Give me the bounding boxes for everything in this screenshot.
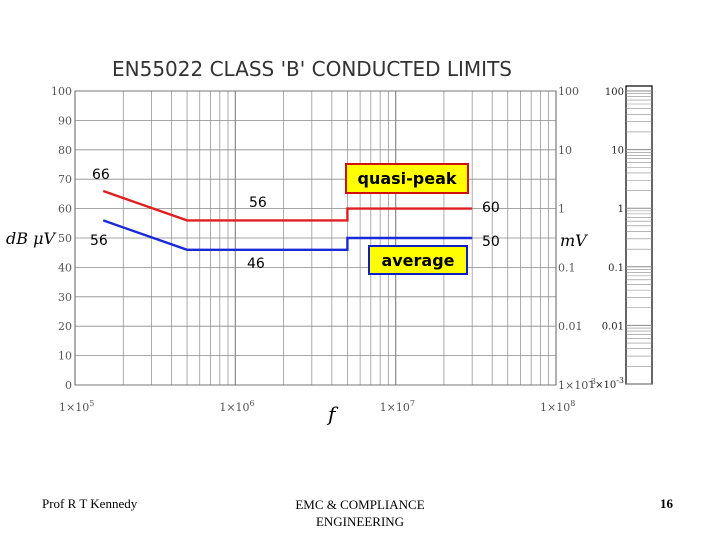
chart-title: EN55022 CLASS 'B' CONDUCTED LIMITS <box>112 57 512 81</box>
side-panel-tick-5: 1×10-3 <box>589 376 624 391</box>
plot-frame <box>74 90 557 386</box>
right-tick-label-5: 1×10-3 <box>558 377 596 392</box>
y-tick-label-70: 70 <box>58 173 72 186</box>
footer-course: EMC & COMPLIANCE ENGINEERING <box>270 496 450 530</box>
axis-text-group: 0 10 20 30 40 50 60 70 80 90 100 100 10 1 0.1 0.01 1×10-… <box>51 85 624 414</box>
y-tick-label-0: 0 <box>65 379 72 392</box>
y-tick-label-10: 10 <box>58 350 72 363</box>
y-tick-label-90: 90 <box>58 114 72 127</box>
footer-course-line2: ENGINEERING <box>315 514 405 529</box>
x-tick-label-2: 1×107 <box>380 399 415 414</box>
footer-course-line1: EMC & COMPLIANCE <box>295 497 425 512</box>
annotation-60: 60 <box>482 200 500 216</box>
quasi-peak-box: quasi-peak <box>345 163 469 194</box>
y-tick-label-30: 30 <box>58 291 72 304</box>
series-line-average <box>102 219 473 252</box>
average-box-bg <box>368 245 468 275</box>
right-tick-label-1: 10 <box>558 144 572 157</box>
side-panel-tick-0: 100 <box>605 87 624 98</box>
side-panel-frame <box>625 85 653 385</box>
y-tick-label-100: 100 <box>51 85 72 98</box>
side-panel-tick-1: 10 <box>611 146 624 157</box>
right-tick-label-0: 100 <box>558 85 579 98</box>
y-tick-label-20: 20 <box>58 320 72 333</box>
x-tick-label-3: 1×108 <box>540 399 575 414</box>
series-line-quasi-peak <box>102 189 473 222</box>
average-box: average <box>368 245 468 275</box>
footer-page-number: 16 <box>660 496 673 511</box>
annotation-56-left: 56 <box>90 233 108 249</box>
annotation-46: 46 <box>247 256 265 272</box>
y-axis-label: dB μV <box>6 229 56 248</box>
quasi-peak-box-bg <box>345 163 469 194</box>
x-tick-label-1: 1×106 <box>219 399 254 414</box>
right-tick-label-3: 0.1 <box>558 261 576 274</box>
series-group <box>102 189 473 252</box>
average-label: average <box>381 251 454 270</box>
x-tick-label-0: 1×105 <box>59 399 94 414</box>
footer-author: Prof R T Kennedy <box>42 496 138 511</box>
side-panel-tick-4: 0.01 <box>602 321 624 332</box>
annotation-50: 50 <box>482 234 500 250</box>
quasi-peak-label: quasi-peak <box>357 169 456 188</box>
x-axis-label: f <box>326 402 339 426</box>
side-panel-tick-2: 1 <box>618 204 624 215</box>
annotation-66: 66 <box>92 167 110 183</box>
y-tick-label-40: 40 <box>58 261 72 274</box>
annotation-56-top: 56 <box>249 195 267 211</box>
y-tick-label-60: 60 <box>58 203 72 216</box>
right-tick-label-2: 1 <box>558 203 565 216</box>
y-tick-label-50: 50 <box>58 232 72 245</box>
right-tick-label-4: 0.01 <box>558 320 583 333</box>
y-tick-label-80: 80 <box>58 144 72 157</box>
side-panel-tick-3: 0.1 <box>608 263 624 274</box>
side-panel <box>625 85 653 385</box>
right-axis-label: mV <box>560 231 588 250</box>
